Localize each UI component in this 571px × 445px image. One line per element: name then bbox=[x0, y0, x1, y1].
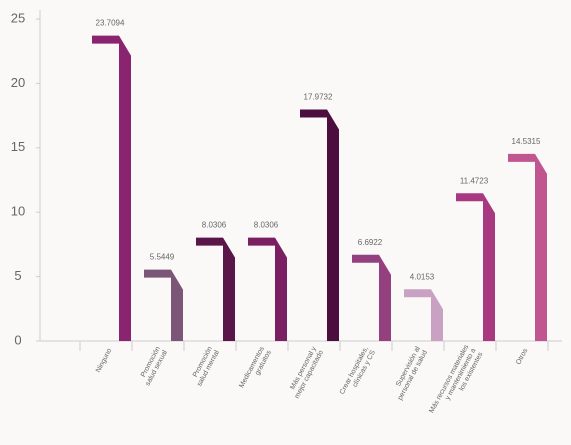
value-label: 8.0306 bbox=[254, 221, 279, 230]
y-tick-label: 0 bbox=[14, 332, 21, 347]
value-label: 6.6922 bbox=[358, 238, 383, 247]
bar bbox=[508, 153, 547, 341]
bar bbox=[144, 269, 183, 341]
value-label: 11.4723 bbox=[460, 176, 489, 185]
bar bbox=[196, 237, 235, 341]
y-tick-label: 10 bbox=[11, 204, 25, 219]
y-tick-label: 20 bbox=[11, 75, 25, 90]
value-label: 23.7094 bbox=[96, 19, 125, 28]
value-label: 4.0153 bbox=[410, 272, 435, 281]
value-label: 17.9732 bbox=[304, 93, 333, 102]
bar bbox=[248, 237, 287, 341]
y-tick-label: 5 bbox=[14, 268, 21, 283]
bar bbox=[456, 193, 495, 341]
bar bbox=[92, 35, 131, 342]
bar bbox=[300, 109, 339, 341]
y-tick-label: 25 bbox=[11, 10, 25, 25]
bar bbox=[404, 289, 443, 341]
value-label: 8.0306 bbox=[202, 221, 227, 230]
y-tick-label: 15 bbox=[11, 139, 25, 154]
value-label: 5.5449 bbox=[150, 253, 175, 262]
bar bbox=[352, 254, 391, 341]
value-label: 14.5315 bbox=[512, 137, 541, 146]
